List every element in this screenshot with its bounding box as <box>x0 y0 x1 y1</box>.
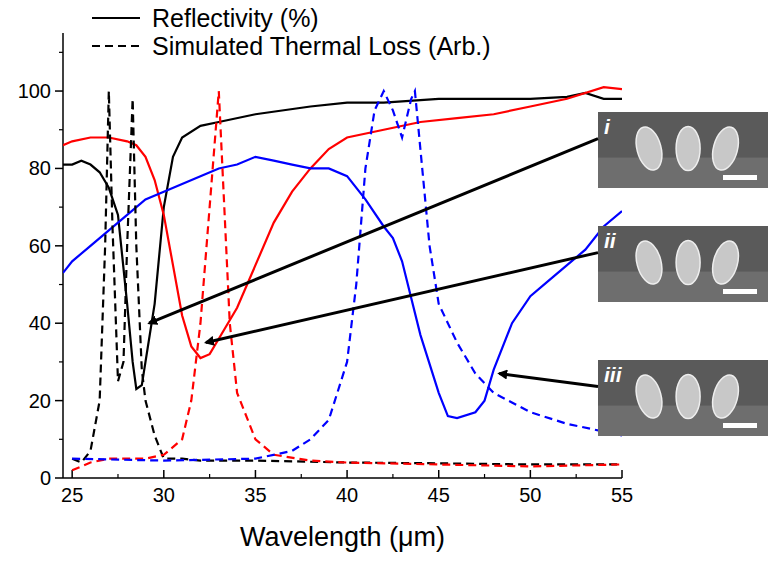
series-line <box>72 91 622 470</box>
y-tick <box>55 168 63 170</box>
inset-particle <box>676 126 700 170</box>
y-tick-label: 0 <box>40 467 51 489</box>
y-tick-label: 60 <box>29 235 51 257</box>
x-minor-tick <box>392 474 393 478</box>
inset-image: ii <box>598 226 768 302</box>
legend-swatch <box>92 45 140 47</box>
x-tick <box>438 470 440 478</box>
series-line <box>72 91 622 464</box>
annotation-arrow <box>499 374 598 387</box>
x-axis <box>63 477 622 479</box>
x-minor-tick <box>576 474 577 478</box>
y-axis <box>62 33 64 478</box>
inset-particle <box>632 124 667 173</box>
y-tick <box>55 322 63 324</box>
inset-particle <box>708 372 743 421</box>
inset-label: iii <box>604 363 623 386</box>
x-minor-tick <box>209 474 210 478</box>
x-tick <box>621 470 623 478</box>
x-tick-label: 30 <box>153 484 175 506</box>
y-tick-label: 40 <box>29 312 51 334</box>
inset-particle <box>632 238 667 287</box>
inset-background <box>598 226 768 302</box>
x-tick <box>346 470 348 478</box>
y-minor-tick <box>59 52 63 53</box>
inset-background <box>598 112 768 188</box>
inset-label: i <box>604 115 611 138</box>
x-tick-label: 45 <box>428 484 450 506</box>
x-tick-label: 40 <box>336 484 358 506</box>
y-tick-label: 100 <box>18 80 51 102</box>
x-minor-tick <box>301 474 302 478</box>
y-tick-label: 80 <box>29 157 51 179</box>
x-tick-label: 35 <box>244 484 266 506</box>
annotation-arrow <box>206 253 598 343</box>
y-tick-label: 20 <box>29 390 51 412</box>
x-minor-tick <box>484 474 485 478</box>
inset-background <box>598 360 768 436</box>
x-tick <box>255 470 257 478</box>
y-minor-tick <box>59 284 63 285</box>
y-tick <box>55 477 63 479</box>
y-minor-tick <box>59 207 63 208</box>
plot-lines <box>63 87 622 470</box>
y-tick <box>55 90 63 92</box>
inset-particle <box>676 374 700 418</box>
y-minor-tick <box>59 129 63 130</box>
x-tick-label: 25 <box>61 484 83 506</box>
annotation-arrow <box>149 139 598 324</box>
y-minor-tick <box>59 361 63 362</box>
x-minor-tick <box>117 474 118 478</box>
series-line <box>63 93 622 389</box>
inset-image: iii <box>598 360 768 436</box>
legend-label: Reflectivity (%) <box>152 4 319 32</box>
inset-particle <box>708 238 743 287</box>
inset-label: ii <box>604 229 617 252</box>
chart: 25 30 35 40 45 50 55 0 20 40 60 80 100 Wavelength (μm… <box>0 0 772 576</box>
series-line <box>63 87 622 358</box>
x-tick <box>163 470 165 478</box>
x-axis-title: Wavelength (μm) <box>240 522 445 552</box>
inset-particle <box>676 240 700 284</box>
inset-particle <box>632 372 667 421</box>
y-tick <box>55 245 63 247</box>
series-line <box>72 91 622 461</box>
x-tick <box>530 470 532 478</box>
x-tick-label: 50 <box>519 484 541 506</box>
inset-image: i <box>598 112 768 188</box>
y-tick <box>55 400 63 402</box>
scale-bar <box>723 423 757 428</box>
legend-swatch <box>92 17 140 19</box>
y-minor-tick <box>59 439 63 440</box>
x-tick-label: 55 <box>611 484 633 506</box>
legend-label: Simulated Thermal Loss (Arb.) <box>152 32 491 60</box>
scale-bar <box>723 289 757 294</box>
scale-bar <box>723 175 757 180</box>
inset-particle <box>708 124 743 173</box>
